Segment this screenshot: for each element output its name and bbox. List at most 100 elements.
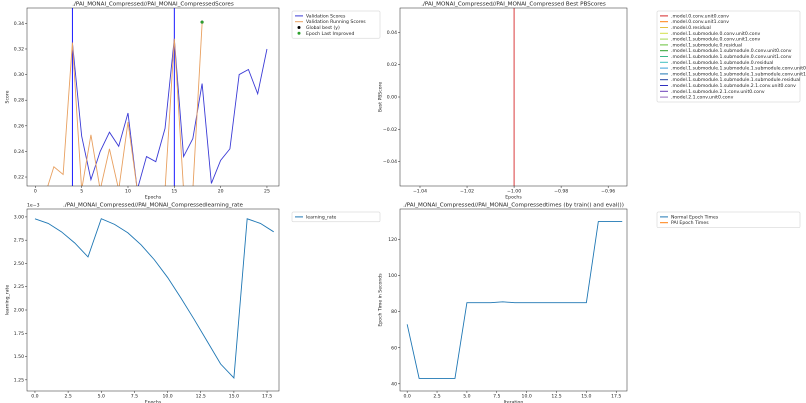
y-tick-label: 1.50	[14, 354, 24, 360]
axes-frame	[26, 208, 280, 392]
y-tick-label: 0.30	[14, 72, 24, 78]
legend-label: .model.1.submodule.2.1.conv.unit0.conv	[671, 89, 765, 95]
x-tick-label: 7.5	[131, 394, 138, 400]
offset-label: 1e−3	[27, 203, 40, 209]
legend-label: Normal Epoch Times	[671, 214, 719, 220]
legend-box	[656, 211, 801, 228]
x-tick-label: 0.0	[404, 394, 411, 400]
y-tick-label: 0.24	[14, 149, 24, 155]
x-axis-label: Iteration	[504, 400, 524, 403]
x-tick-label: −1.02	[460, 189, 474, 195]
series-line	[406, 221, 623, 379]
x-axis-label: Epochs	[505, 195, 522, 201]
y-tick-label: 0.26	[14, 123, 24, 129]
x-tick-label: −1.04	[413, 189, 427, 195]
x-tick-label: 17.5	[611, 394, 621, 400]
y-tick-label: 0.22	[14, 175, 24, 181]
legend-label: .model.0.conv.unit0.conv	[671, 13, 729, 19]
legend-label: .model.1.submodule.1.submodule.1.submodu…	[671, 77, 800, 83]
y-axis-label: Epoch Time in Seconds	[378, 273, 384, 327]
y-tick-label: 0.02	[387, 62, 397, 68]
x-tick-label: 7.5	[493, 394, 500, 400]
y-tick-label: 0.28	[14, 98, 24, 104]
plot-area	[34, 218, 274, 380]
x-tick-label: −1.00	[507, 189, 521, 195]
legend-marker	[297, 26, 301, 29]
y-tick-label: 2.00	[14, 308, 24, 314]
y-tick-label: 60	[391, 345, 397, 351]
x-tick-label: 25	[264, 189, 270, 195]
y-tick-label: 0.34	[14, 21, 24, 27]
legend-label: .model.1.submodule.0.residual	[671, 42, 742, 48]
plot-area	[47, 8, 268, 186]
legend-label: learning_rate	[306, 214, 337, 220]
y-axis-label: Score	[5, 90, 11, 103]
legend-label: PAI Epoch Times	[671, 220, 709, 226]
legend-label: Epoch Last Improved	[306, 31, 354, 37]
legend-label: .model.1.submodule.0.conv.unit1.conv	[671, 37, 760, 43]
x-tick-label: 2.5	[64, 394, 71, 400]
x-tick-label: 5	[80, 189, 83, 195]
chart-title: ./PAI_MONAI_Compressed//PAI_MONAI_Compre…	[403, 203, 624, 209]
legend-box	[291, 211, 381, 223]
marker	[200, 20, 204, 24]
x-tick-label: 12.5	[196, 394, 206, 400]
plot-area	[406, 221, 623, 379]
x-tick-label: 10.0	[162, 394, 172, 400]
legend-label: Validation Running Scores	[306, 19, 366, 25]
x-tick-label: 15	[171, 189, 177, 195]
y-tick-label: 2.50	[14, 261, 24, 267]
x-tick-label: 15.0	[229, 394, 239, 400]
series-line	[47, 23, 203, 186]
legend-label: .model.1.submodule.1.submodule.0.residua…	[671, 60, 773, 66]
axes-frame	[26, 7, 280, 187]
x-tick-label: 5.0	[98, 394, 105, 400]
legend-label: .model.0.conv.unit1.conv	[671, 19, 729, 25]
x-tick-label: 10	[125, 189, 131, 195]
y-tick-label: 3.00	[14, 214, 24, 220]
legend-marker	[297, 31, 301, 35]
legend-label: .model.1.submodule.1.submodule.0.conv.un…	[671, 48, 792, 54]
y-tick-label: 0.04	[387, 30, 397, 36]
x-tick-label: 2.5	[433, 394, 440, 400]
axes-frame	[399, 7, 628, 187]
legend-box	[656, 10, 801, 103]
x-axis-label: Epochs	[145, 400, 162, 403]
y-tick-label: 0.00	[387, 95, 397, 101]
chart-title: ./PAI_MONAI_Compressed//PAI_MONAI_Compre…	[421, 2, 606, 8]
series-line	[34, 218, 274, 380]
y-axis-label: Best PBScore	[378, 82, 384, 113]
legend-label: .model.1.submodule.1.submodule.0.conv.un…	[671, 54, 792, 60]
y-tick-label: 120	[388, 237, 397, 243]
x-tick-label: 17.5	[262, 394, 272, 400]
x-tick-label: 5.0	[463, 394, 470, 400]
legend-label: .model.1.submodule.1.submodule.1.submodu…	[671, 71, 806, 77]
legend-label: .model.1.submodule.1.submodule.2.1.conv.…	[671, 83, 796, 89]
x-tick-label: 15.0	[581, 394, 591, 400]
x-tick-label: 0	[34, 189, 37, 195]
legend-label: Global best (y)	[306, 25, 340, 31]
x-tick-label: −0.96	[601, 189, 615, 195]
x-tick-label: 20	[218, 189, 224, 195]
chart-title: ./PAI_MONAI_Compressed//PAI_MONAI_Compre…	[63, 203, 243, 209]
x-tick-label: 12.5	[551, 394, 561, 400]
chart-title: ./PAI_MONAI_Compressed//PAI_MONAI_Compre…	[72, 2, 234, 8]
y-axis-label: learning_rate	[5, 285, 11, 316]
y-tick-label: 0.32	[14, 46, 24, 52]
x-tick-label: 10.0	[522, 394, 532, 400]
y-tick-label: −0.04	[383, 159, 397, 165]
x-tick-label: 0.0	[31, 394, 38, 400]
legend-label: .model.1.submodule.0.conv.unit0.conv	[671, 31, 760, 37]
y-tick-label: 1.75	[14, 331, 24, 337]
y-tick-label: 100	[388, 273, 397, 279]
y-tick-label: 2.25	[14, 284, 24, 290]
legend-label: .model.2.1.conv.unit0.conv	[671, 95, 734, 101]
y-tick-label: −0.02	[383, 127, 397, 133]
legend-label: .model.1.submodule.1.submodule.1.submodu…	[671, 66, 806, 72]
y-tick-label: 40	[391, 381, 397, 387]
y-tick-label: 2.75	[14, 238, 24, 244]
y-tick-label: 80	[391, 309, 397, 315]
legend-label: Validation Scores	[306, 13, 346, 19]
axes-frame	[399, 208, 628, 392]
